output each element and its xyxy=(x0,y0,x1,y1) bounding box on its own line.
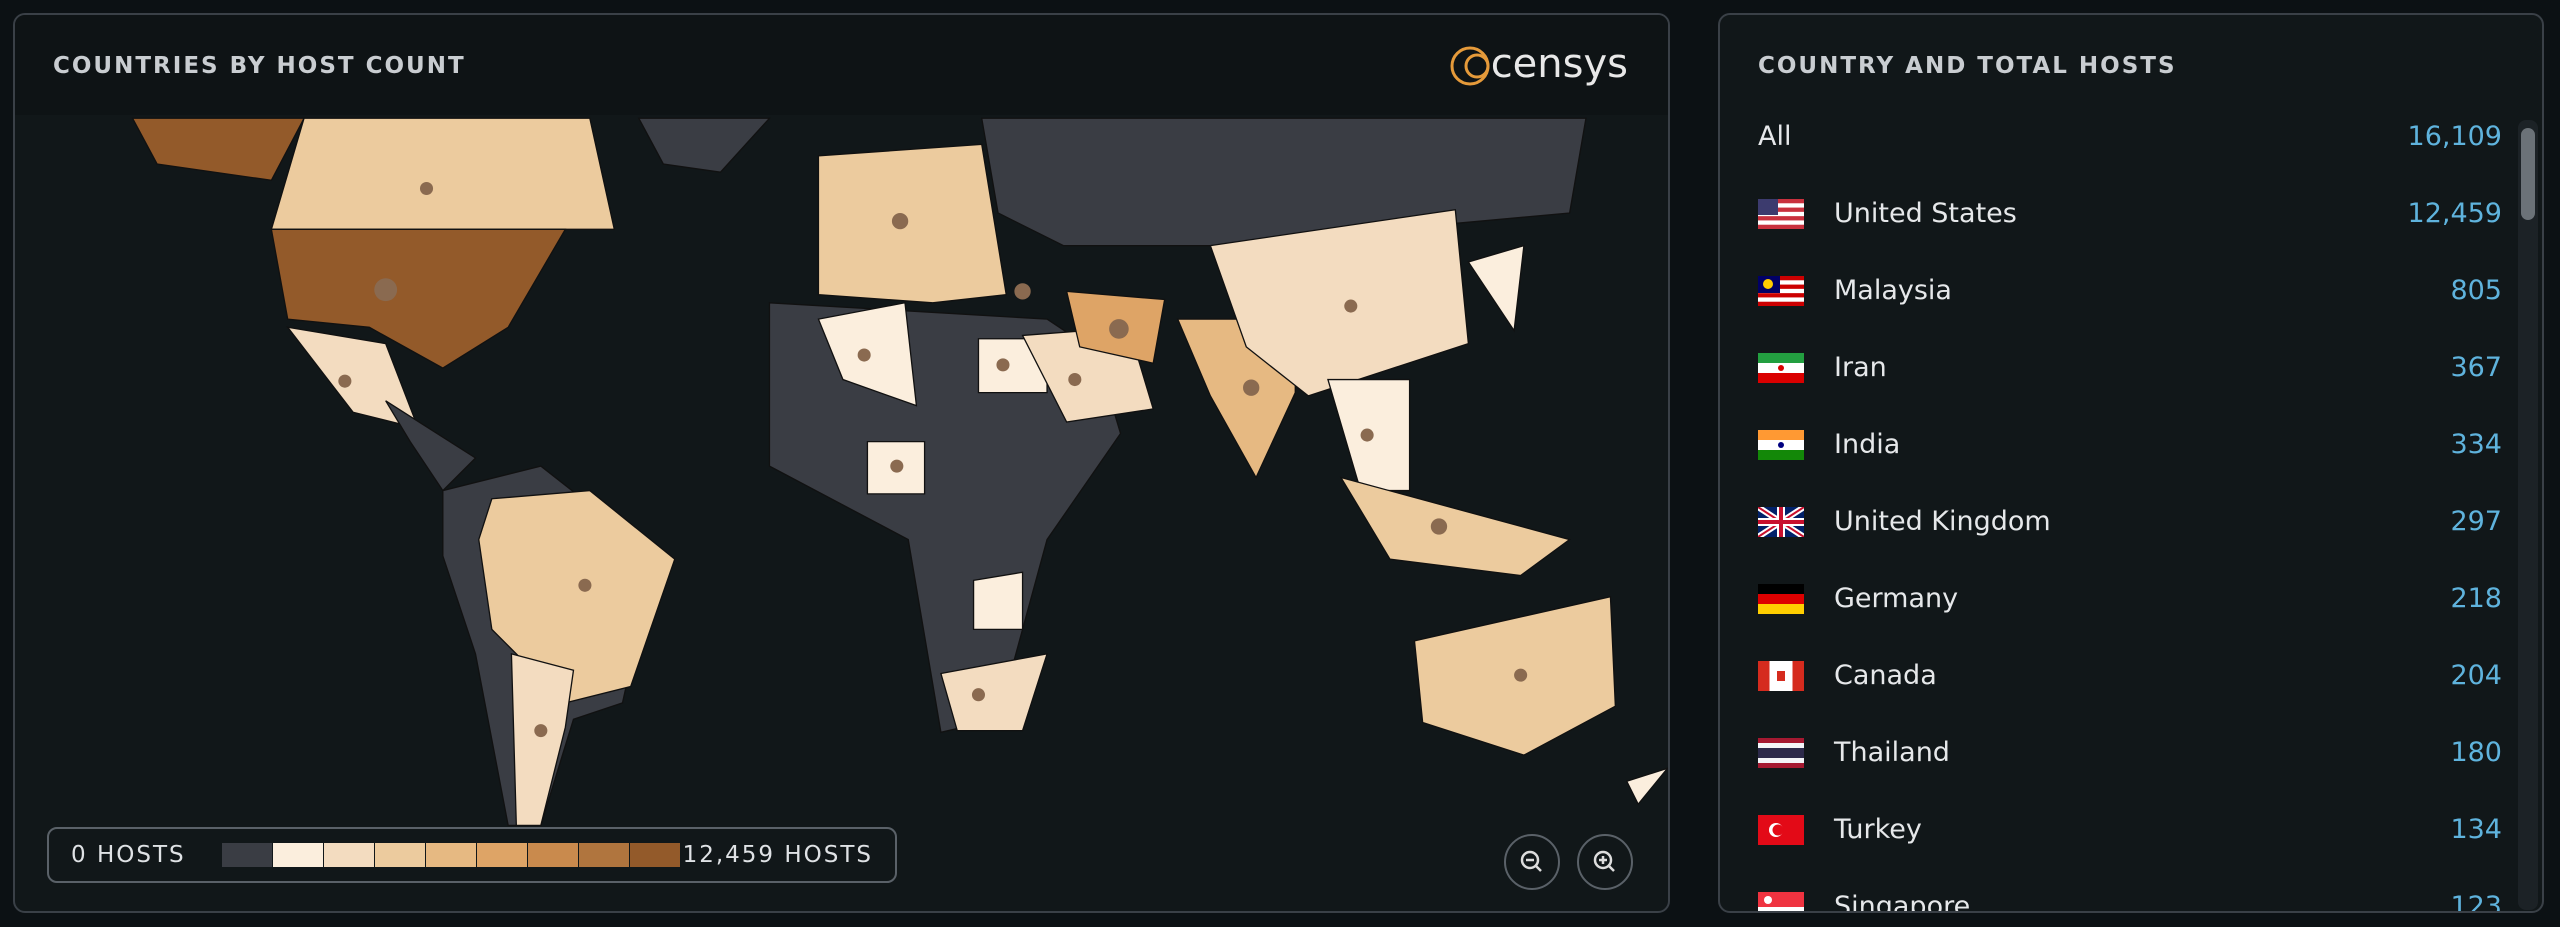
country-row[interactable]: Turkey 134 xyxy=(1758,800,2502,860)
flag xyxy=(1758,507,1804,537)
country-name: India xyxy=(1834,429,1901,460)
map-header: COUNTRIES BY HOST COUNT censys xyxy=(15,15,1668,115)
logo-icon xyxy=(1450,46,1490,86)
country-name: Singapore xyxy=(1834,891,1971,911)
country-row[interactable]: Iran 367 xyxy=(1758,338,2502,398)
country-name: United Kingdom xyxy=(1834,506,2051,537)
country-row[interactable]: United Kingdom 297 xyxy=(1758,492,2502,552)
country-row[interactable]: Thailand 180 xyxy=(1758,723,2502,783)
host-count: 367 xyxy=(2450,352,2502,383)
host-count: 16,109 xyxy=(2407,121,2502,152)
panel-title: COUNTRY AND TOTAL HOSTS xyxy=(1758,53,2177,79)
world-map[interactable] xyxy=(15,115,1670,913)
country-name: Canada xyxy=(1834,660,1937,691)
country-name: Malaysia xyxy=(1834,275,1952,306)
country-row[interactable]: Canada 204 xyxy=(1758,646,2502,706)
country-name: Thailand xyxy=(1834,737,1950,768)
host-count: 180 xyxy=(2450,737,2502,768)
country-row[interactable]: All 16,109 xyxy=(1758,107,2502,167)
country-row[interactable]: United States 12,459 xyxy=(1758,184,2502,244)
country-row[interactable]: Malaysia 805 xyxy=(1758,261,2502,321)
flag xyxy=(1758,815,1804,845)
country-name: Iran xyxy=(1834,352,1887,383)
flag xyxy=(1758,430,1804,460)
legend-min: 0 HOSTS xyxy=(71,842,186,868)
legend: 0 HOSTS 12,459 HOSTS xyxy=(47,827,897,883)
country-row[interactable]: Germany 218 xyxy=(1758,569,2502,629)
flag xyxy=(1758,353,1804,383)
flag xyxy=(1758,738,1804,768)
flag xyxy=(1758,199,1804,229)
scrollbar[interactable] xyxy=(2518,120,2538,910)
country-list: All 16,109 United States 12,459 Malaysia 805 I… xyxy=(1720,103,2502,911)
host-count: 805 xyxy=(2450,275,2502,306)
map-panel: COUNTRIES BY HOST COUNT censys xyxy=(13,13,1670,913)
host-count: 218 xyxy=(2450,583,2502,614)
panel-title: COUNTRIES BY HOST COUNT xyxy=(53,53,466,79)
country-panel: COUNTRY AND TOTAL HOSTS All 16,109 United … xyxy=(1718,13,2544,913)
country-name: United States xyxy=(1834,198,2017,229)
flag xyxy=(1758,276,1804,306)
country-name: Germany xyxy=(1834,583,1959,614)
zoom-out-button[interactable] xyxy=(1504,834,1560,890)
legend-max: 12,459 HOSTS xyxy=(682,842,873,868)
logo: censys xyxy=(1490,41,1628,87)
host-count: 134 xyxy=(2450,814,2502,845)
scroll-thumb[interactable] xyxy=(2521,128,2535,220)
legend-scale xyxy=(222,843,681,867)
host-count: 297 xyxy=(2450,506,2502,537)
flag xyxy=(1758,661,1804,691)
host-count: 12,459 xyxy=(2407,198,2502,229)
flag xyxy=(1758,584,1804,614)
host-count: 123 xyxy=(2450,891,2502,911)
country-name: Turkey xyxy=(1834,814,1922,845)
zoom-in-button[interactable] xyxy=(1577,834,1633,890)
country-row[interactable]: Singapore 123 xyxy=(1758,877,2502,911)
host-count: 204 xyxy=(2450,660,2502,691)
country-row[interactable]: India 334 xyxy=(1758,415,2502,475)
country-name: All xyxy=(1758,121,1792,152)
host-count: 334 xyxy=(2450,429,2502,460)
flag xyxy=(1758,892,1804,911)
